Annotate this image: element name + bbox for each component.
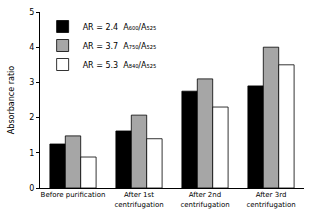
svg-text:Absorbance ratio: Absorbance ratio <box>7 66 16 134</box>
svg-text:AR = 5.3 A₈₄₀/A₅₂₅: AR = 5.3 A₈₄₀/A₅₂₅ <box>83 61 157 70</box>
svg-text:Before purification: Before purification <box>41 191 106 199</box>
svg-text:5: 5 <box>29 8 34 17</box>
svg-text:After 1stcentrifugation: After 1stcentrifugation <box>114 191 163 208</box>
svg-text:4: 4 <box>29 43 34 52</box>
svg-text:1: 1 <box>29 149 34 158</box>
svg-text:AR = 2.4 A₆₀₀/A₅₂₅: AR = 2.4 A₆₀₀/A₅₂₅ <box>83 23 157 32</box>
svg-text:0: 0 <box>29 184 34 193</box>
svg-text:After 3rdcentrifugation: After 3rdcentrifugation <box>246 191 295 208</box>
svg-text:AR = 3.7 A₇₅₀/A₅₂₅: AR = 3.7 A₇₅₀/A₅₂₅ <box>83 42 157 51</box>
svg-text:3: 3 <box>29 78 34 87</box>
svg-text:After 2ndcentrifugation: After 2ndcentrifugation <box>180 191 229 208</box>
svg-text:2: 2 <box>29 113 34 122</box>
